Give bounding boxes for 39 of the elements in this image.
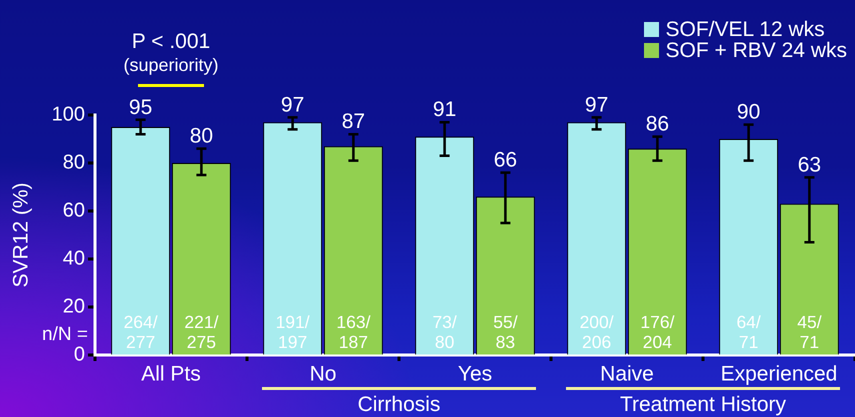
y-tick-label: 80 xyxy=(62,152,85,174)
x-tick-label: Yes xyxy=(458,362,492,386)
text: Cirrhosis xyxy=(358,392,440,416)
x-tick-label: Experienced xyxy=(720,362,838,386)
y-tick-label: 60 xyxy=(62,200,85,222)
text: P < .001 xyxy=(132,30,210,53)
annotation: 191/197 xyxy=(276,312,310,352)
annotation: 45/71 xyxy=(797,312,822,352)
data-label: 80 xyxy=(190,124,214,148)
y-tick-label: 0 xyxy=(74,344,85,366)
x-tick-label: No xyxy=(310,362,336,386)
data-label: 91 xyxy=(432,98,456,122)
annotation: 163/187 xyxy=(336,312,371,352)
annotation: 64/71 xyxy=(736,312,761,352)
data-label: 63 xyxy=(798,153,822,176)
annotation: 176/204 xyxy=(640,312,675,352)
text: n/N = xyxy=(42,324,88,346)
x-tick-label: Naive xyxy=(600,362,654,386)
annotation: 73/80 xyxy=(432,312,457,352)
x-tick-label: All Pts xyxy=(141,362,201,386)
y-axis-title: SVR12 (%) xyxy=(9,182,32,288)
annotation: 200/206 xyxy=(580,312,614,352)
data-label: 97 xyxy=(584,93,608,116)
data-label: 95 xyxy=(128,96,152,119)
data-label: 97 xyxy=(280,93,304,116)
data-label: 66 xyxy=(494,148,518,172)
text: (superiority) xyxy=(123,54,219,75)
annotation: 221/275 xyxy=(184,312,219,352)
annotation: 264/277 xyxy=(124,312,158,352)
annotation: 55/83 xyxy=(493,312,518,352)
legend-label: SOF + RBV 24 wks xyxy=(666,38,847,62)
data-label: 90 xyxy=(736,100,760,124)
legend-label: SOF/VEL 12 wks xyxy=(666,18,825,42)
y-tick-label: 20 xyxy=(62,296,85,318)
data-label: 87 xyxy=(342,110,366,134)
text: Treatment History xyxy=(620,392,787,416)
y-tick-label: 100 xyxy=(52,104,85,126)
data-label: 86 xyxy=(646,112,670,136)
y-tick-label: 40 xyxy=(62,248,85,270)
